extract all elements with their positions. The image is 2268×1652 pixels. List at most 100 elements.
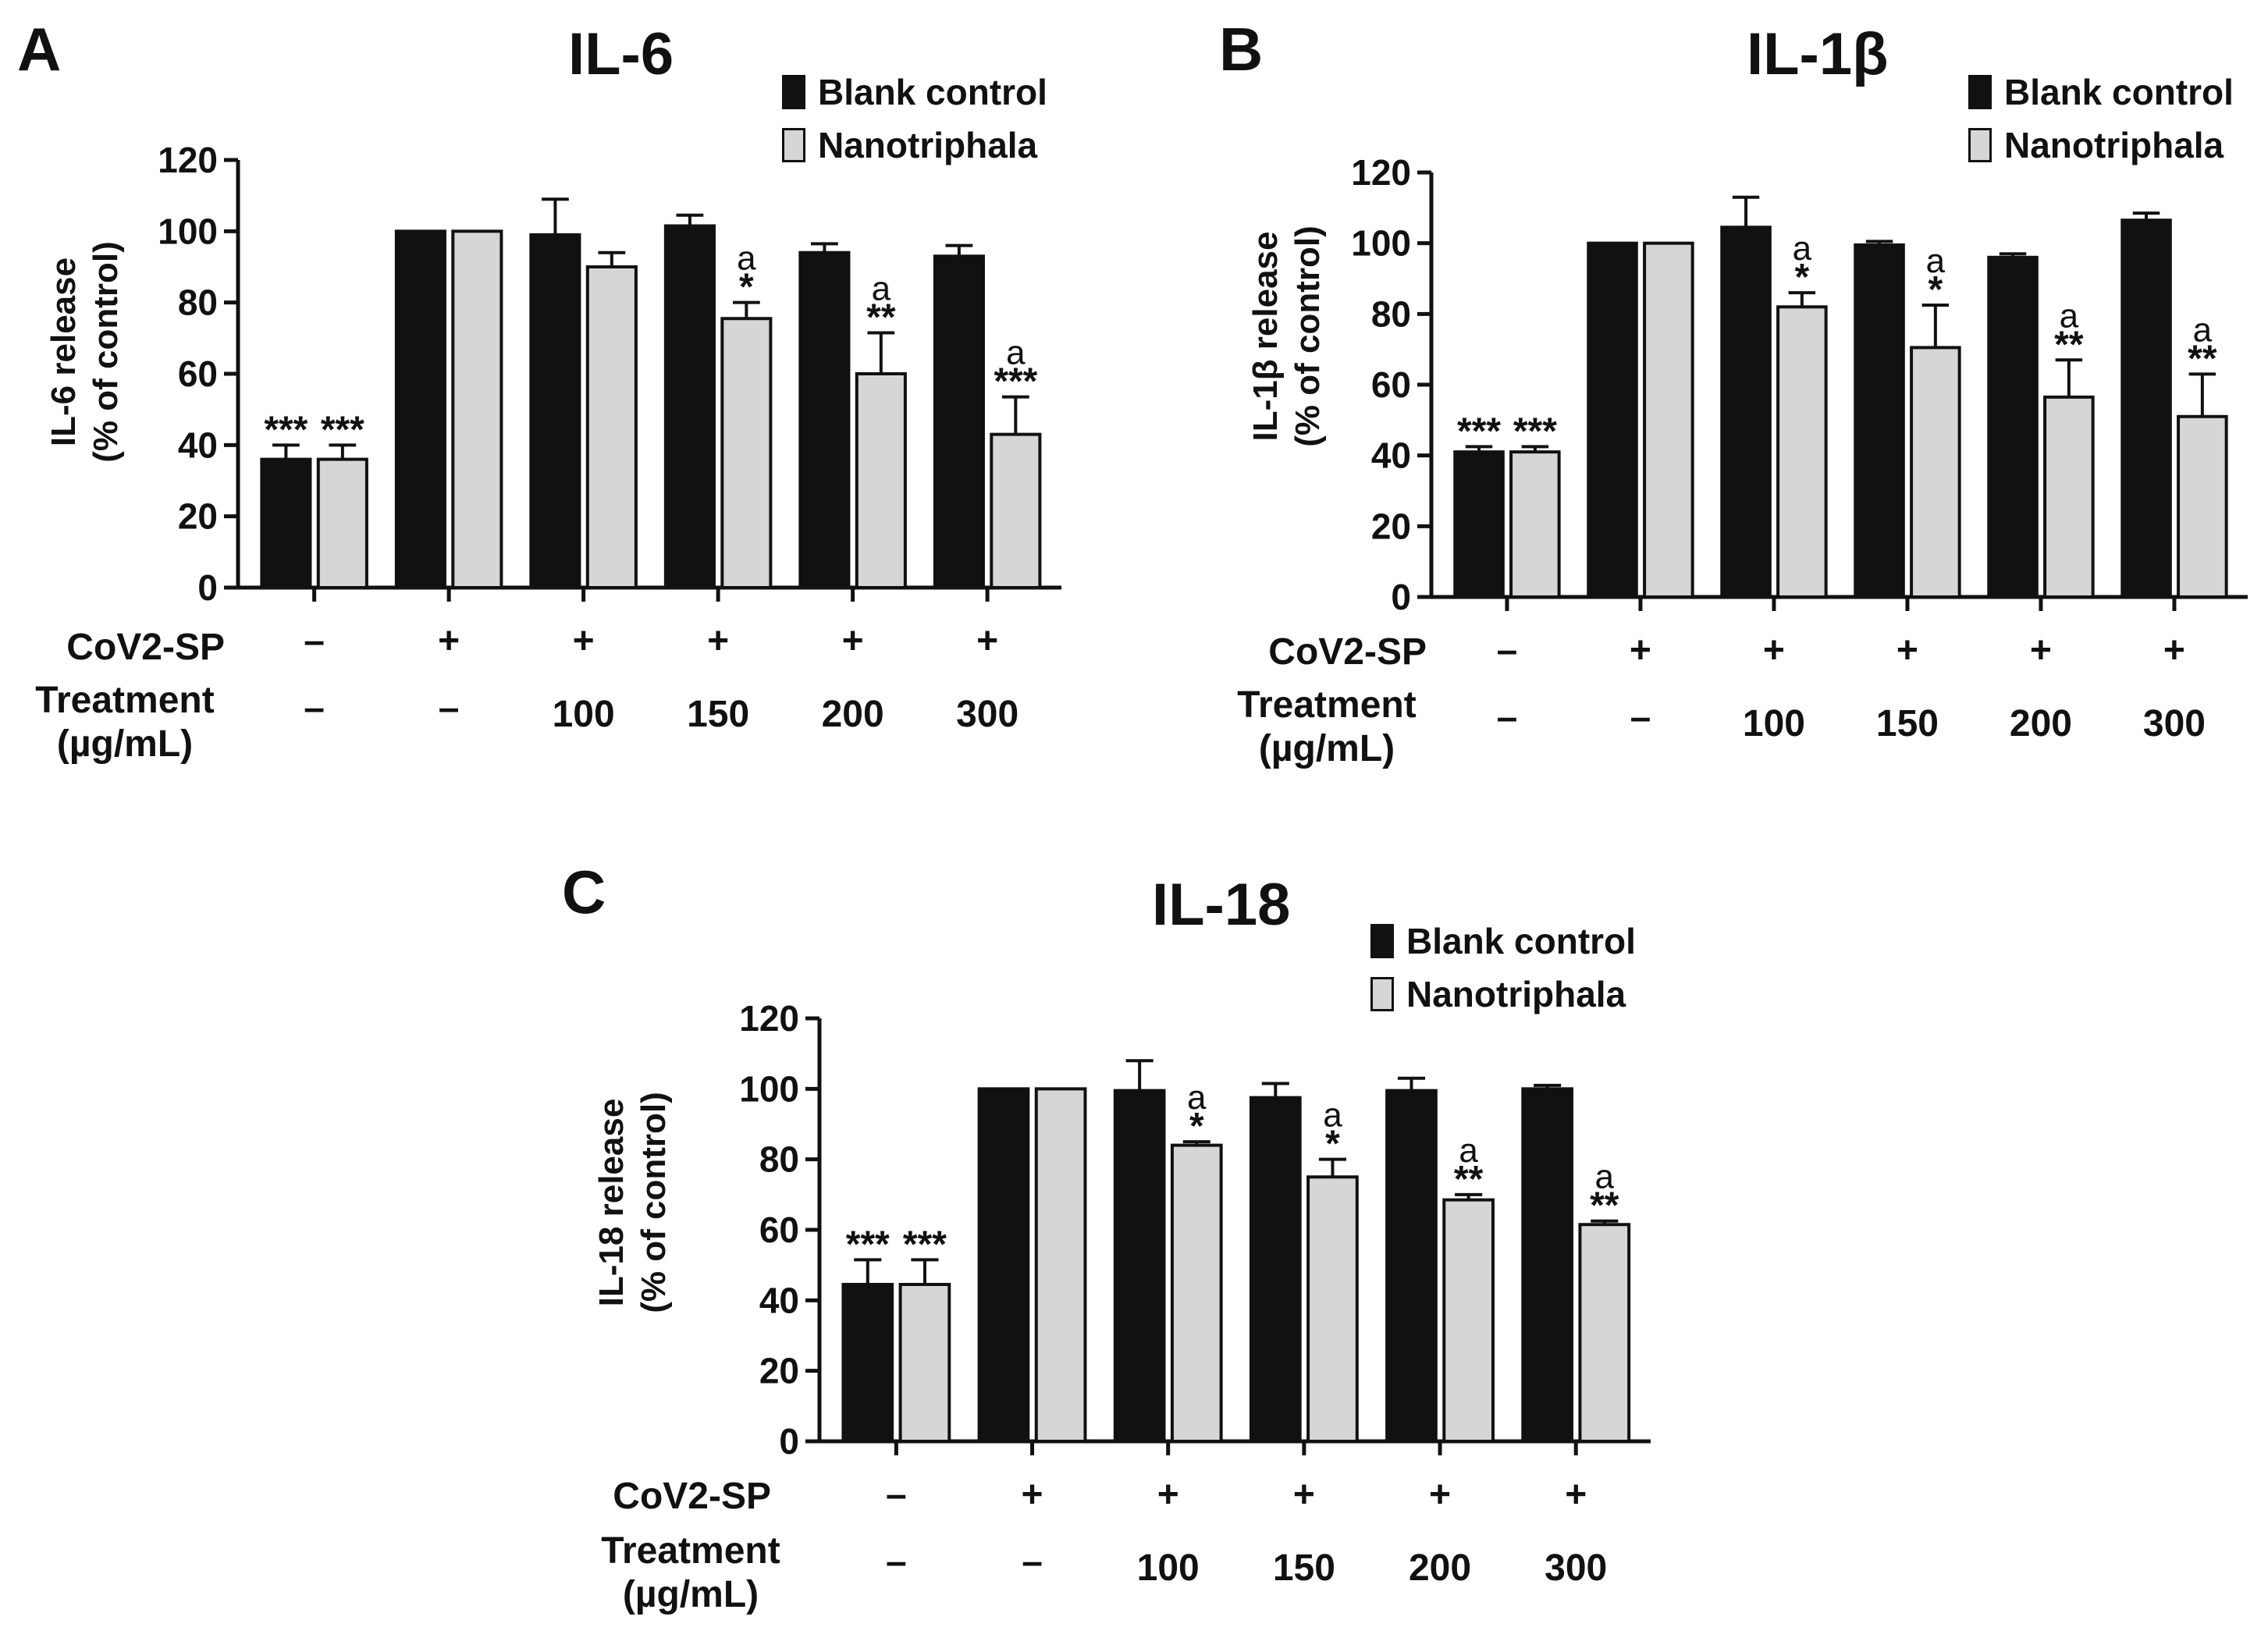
treatment-value: 200: [2010, 703, 2072, 744]
treatment-row-label: Treatment (µg/mL): [1218, 684, 1436, 771]
significance-stars: **: [2188, 338, 2217, 379]
bar-nanotriphala: [1776, 305, 1828, 599]
significance-letter: a: [2193, 311, 2213, 349]
y-tick-label: 60: [178, 353, 218, 394]
legend-swatch-blank: [782, 75, 805, 109]
bar-blank-control: [1453, 450, 1505, 599]
y-tick-label: 60: [759, 1210, 799, 1250]
significance-stars: *: [739, 267, 754, 308]
bar-nanotriphala: [720, 317, 773, 589]
y-tick-label: 40: [1371, 435, 1411, 476]
cov2sp-value: +: [1157, 1474, 1179, 1515]
treatment-value: –: [1497, 697, 1518, 738]
panel-c: C IL-18 Blank control Nanotriphala IL-18…: [562, 843, 1717, 1652]
panel-b: B IL-1β Blank control Nanotriphala IL-1β…: [1194, 0, 2268, 826]
bar-blank-control: [1249, 1096, 1302, 1443]
legend-label: Blank control: [818, 72, 1047, 112]
y-tick-label: 60: [1371, 364, 1411, 405]
y-tick-label: 120: [739, 998, 799, 1039]
y-tick-label: 0: [197, 567, 218, 608]
legend: Blank control Nanotriphala: [782, 66, 1047, 172]
bar-blank-control: [1385, 1089, 1438, 1443]
significance-stars: *: [1189, 1106, 1204, 1147]
cov2sp-value: +: [438, 620, 460, 662]
bar-blank-control: [933, 254, 985, 589]
significance-letter: a: [1187, 1078, 1207, 1117]
significance-letter: a: [1459, 1132, 1478, 1170]
bar-nanotriphala: [2177, 414, 2228, 599]
legend-item-nano: Nanotriphala: [1968, 119, 2234, 172]
bar-blank-control: [1987, 255, 2039, 599]
bar-nanotriphala: [1306, 1175, 1359, 1443]
significance-letter: a: [1595, 1158, 1615, 1196]
significance-stars: *: [1929, 269, 1943, 311]
cov2sp-row-label: CoV2-SP: [1268, 631, 1427, 673]
bar-blank-control: [1521, 1087, 1573, 1443]
bar-blank-control: [1113, 1089, 1166, 1443]
y-tick-label: 20: [759, 1351, 799, 1391]
treatment-label-line2: (µg/mL): [622, 1574, 759, 1615]
treatment-label-line1: Treatment: [601, 1530, 780, 1572]
cov2sp-value: +: [1763, 630, 1785, 671]
treatment-label-line1: Treatment: [1237, 684, 1417, 726]
bar-nanotriphala: [1034, 1087, 1087, 1443]
treatment-value: 300: [2143, 703, 2206, 744]
legend-swatch-nano: [1370, 977, 1394, 1011]
legend-label: Blank control: [2004, 72, 2234, 112]
legend-swatch-blank: [1968, 75, 1992, 109]
treatment-value: 150: [687, 694, 749, 735]
bar-nanotriphala: [1643, 241, 1694, 599]
bar-nanotriphala: [1170, 1143, 1223, 1443]
treatment-value: –: [1022, 1541, 1043, 1583]
y-tick-label: 100: [1351, 223, 1411, 264]
y-tick-label: 120: [158, 140, 218, 180]
legend-item-blank: Blank control: [1968, 66, 2234, 119]
significance-stars: ***: [994, 361, 1037, 403]
treatment-value: –: [886, 1541, 907, 1583]
cov2sp-value: +: [573, 620, 595, 662]
treatment-value: 200: [822, 694, 884, 735]
treatment-value: 200: [1409, 1547, 1471, 1589]
bar-nanotriphala: [451, 229, 503, 589]
legend-item-nano: Nanotriphala: [782, 119, 1047, 172]
chart-title: IL-6: [568, 21, 674, 87]
bar-nanotriphala: [1509, 450, 1561, 599]
y-tick-label: 100: [158, 211, 218, 251]
significance-stars: **: [1590, 1185, 1619, 1227]
bar-blank-control: [841, 1283, 894, 1444]
legend-swatch-nano: [782, 128, 805, 162]
y-tick-label: 80: [178, 282, 218, 323]
significance-stars: **: [2054, 324, 2084, 365]
significance-stars: **: [1454, 1159, 1484, 1200]
bar-blank-control: [663, 224, 716, 589]
cov2sp-value: +: [976, 620, 998, 662]
y-tick-label: 80: [1371, 293, 1411, 334]
treatment-label-line2: (µg/mL): [56, 723, 194, 765]
significance-letter: a: [737, 240, 756, 278]
bar-nanotriphala: [1578, 1223, 1631, 1443]
panel-a: A IL-6 Blank control Nanotriphala IL-6 r…: [0, 0, 1134, 826]
cov2sp-value: +: [1897, 630, 1918, 671]
bar-nanotriphala: [1442, 1198, 1495, 1443]
bar-blank-control: [977, 1087, 1030, 1443]
treatment-value: –: [439, 687, 460, 729]
significance-letter: a: [2060, 297, 2079, 335]
cov2sp-value: +: [1429, 1474, 1451, 1515]
cov2sp-value: +: [1022, 1474, 1043, 1515]
cov2sp-value: –: [886, 1474, 907, 1515]
bar-blank-control: [394, 229, 446, 589]
legend-swatch-nano: [1968, 128, 1992, 162]
significance-letter: a: [872, 269, 891, 307]
legend: Blank control Nanotriphala: [1370, 915, 1636, 1021]
bar-nanotriphala: [1910, 346, 1961, 599]
bar-blank-control: [1854, 243, 1905, 599]
treatment-value: –: [1630, 697, 1651, 738]
cov2sp-value: +: [2163, 630, 2185, 671]
cov2sp-value: +: [1630, 630, 1651, 671]
bar-nanotriphala: [2043, 395, 2095, 599]
legend-item-blank: Blank control: [782, 66, 1047, 119]
significance-stars: *: [1325, 1124, 1340, 1165]
